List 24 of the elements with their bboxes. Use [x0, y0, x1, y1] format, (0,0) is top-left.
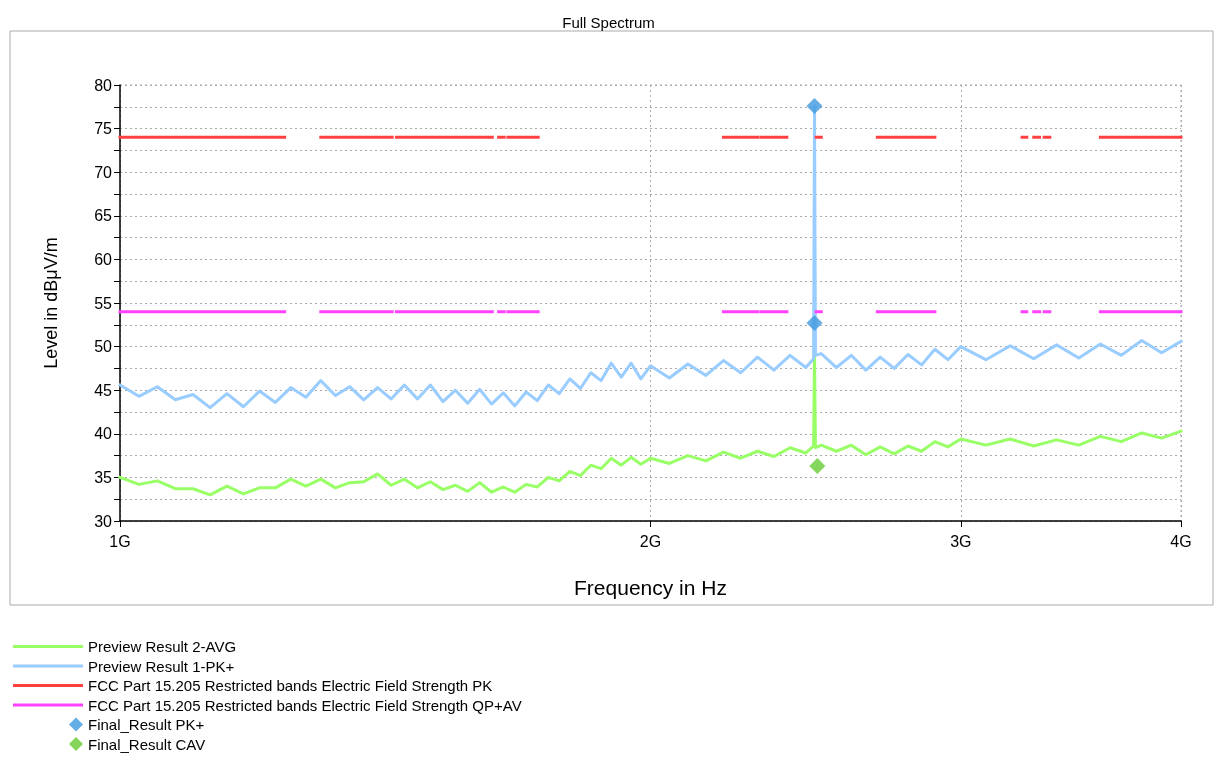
y-tick-label: 35	[94, 468, 113, 486]
y-tick-label: 55	[94, 294, 113, 312]
x-tick-label: 2G	[639, 532, 662, 550]
legend-label: Final_Result PK+	[88, 716, 205, 733]
y-tick-label: 45	[94, 381, 113, 399]
y-axis-title: Level in dBμV/m	[41, 237, 61, 369]
legend-label: Preview Result 1-PK+	[88, 657, 235, 675]
y-tick-label: 70	[94, 163, 113, 181]
y-tick-label: 80	[94, 76, 113, 94]
x-tick-label: 4G	[1170, 532, 1192, 550]
y-tick-label: 40	[94, 425, 113, 443]
legend-label: FCC Part 15.205 Restricted bands Electric Field Strength QP+AV	[88, 696, 522, 714]
x-tick-label: 1G	[109, 532, 131, 550]
y-tick-label: 50	[94, 338, 113, 356]
x-axis-title: Frequency in Hz	[574, 576, 727, 599]
x-tick-label: 3G	[950, 532, 972, 550]
y-tick-label: 30	[94, 512, 113, 530]
y-tick-label: 75	[94, 120, 113, 138]
legend-label: Final_Result CAV	[88, 735, 206, 753]
y-tick-label: 60	[94, 250, 113, 268]
legend-label: FCC Part 15.205 Restricted bands Electric Field Strength PK	[88, 677, 493, 694]
chart-title: Full Spectrum	[562, 14, 655, 31]
y-tick-label: 65	[94, 207, 113, 225]
legend-label: Preview Result 2-AVG	[88, 638, 237, 655]
